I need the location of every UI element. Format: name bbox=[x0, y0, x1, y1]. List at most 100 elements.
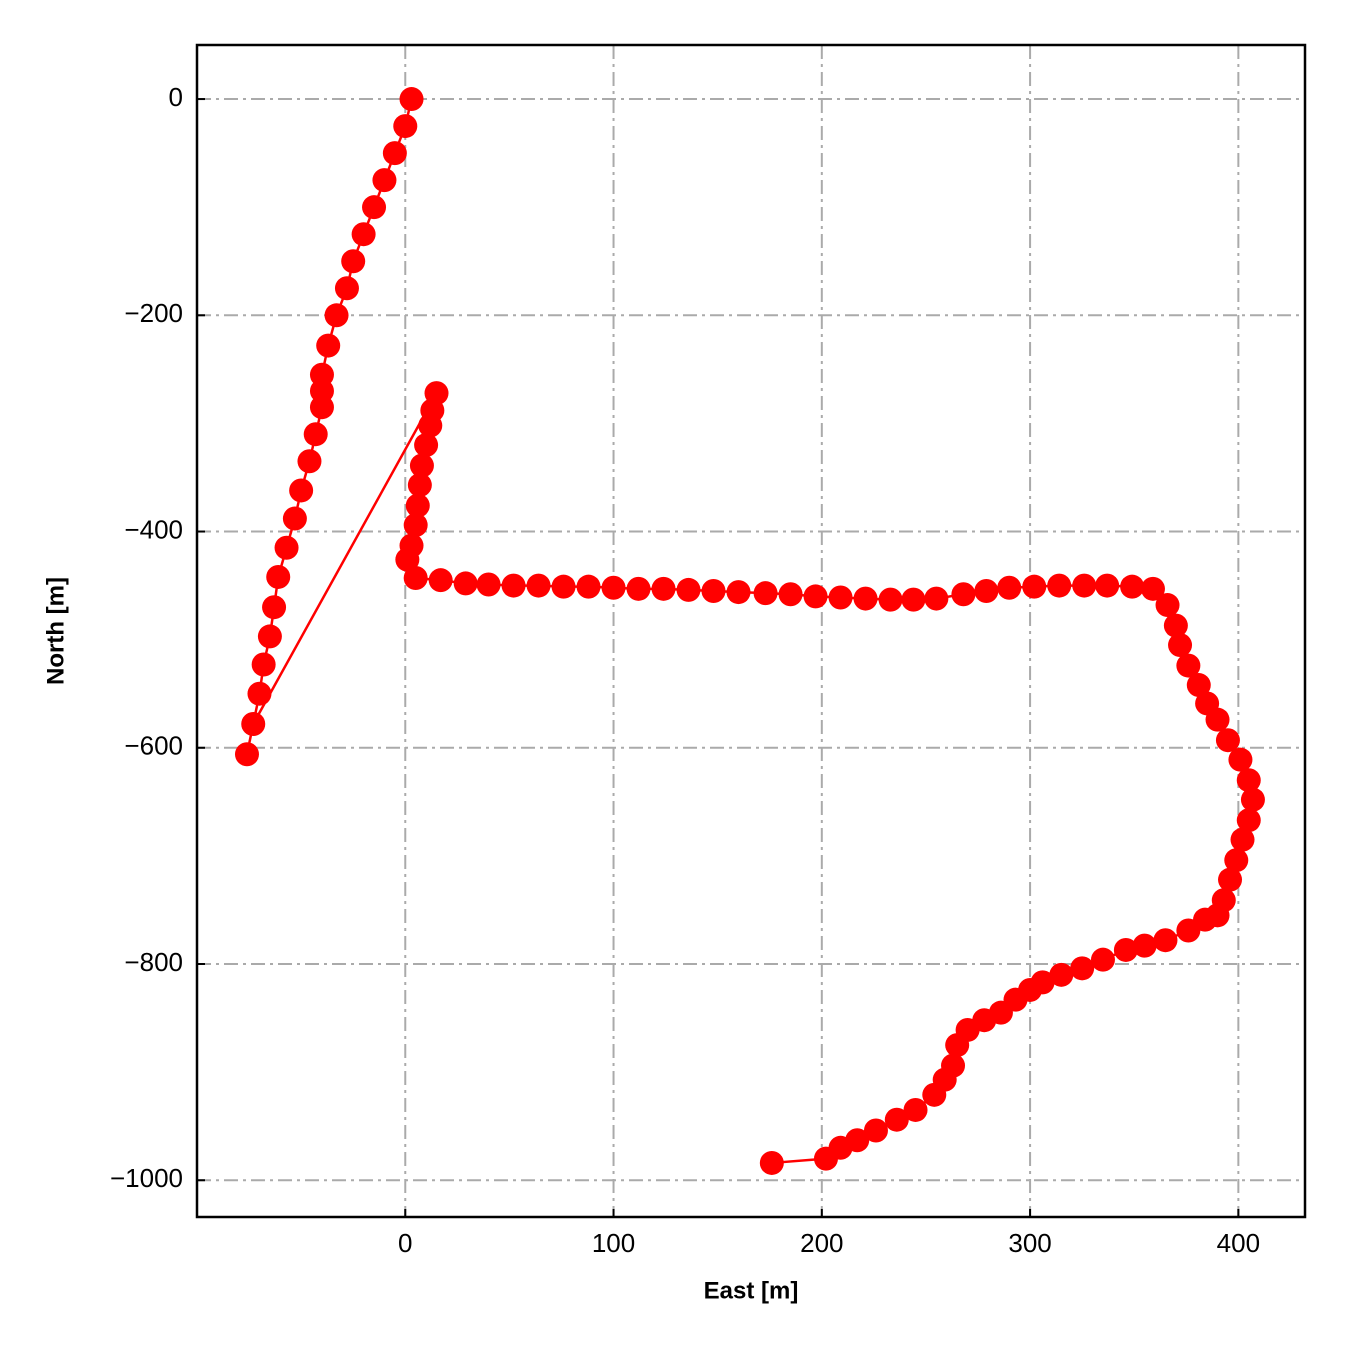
marker bbox=[251, 652, 276, 677]
marker bbox=[476, 572, 501, 597]
marker bbox=[1140, 576, 1165, 601]
marker bbox=[1047, 573, 1072, 598]
marker bbox=[418, 413, 443, 438]
marker bbox=[1218, 867, 1243, 892]
marker bbox=[903, 1097, 928, 1122]
marker bbox=[372, 168, 397, 193]
marker bbox=[1072, 573, 1097, 598]
marker bbox=[1153, 928, 1178, 953]
marker bbox=[974, 578, 999, 603]
marker bbox=[241, 711, 266, 736]
marker bbox=[778, 582, 803, 607]
marker bbox=[676, 577, 701, 602]
marker bbox=[951, 582, 976, 607]
x-tick-label: 0 bbox=[398, 1228, 412, 1258]
marker bbox=[1113, 937, 1138, 962]
marker bbox=[234, 742, 259, 767]
marker bbox=[266, 564, 291, 589]
y-tick-label: 0 bbox=[169, 82, 183, 112]
x-tick-label: 100 bbox=[592, 1228, 635, 1258]
marker bbox=[428, 568, 453, 593]
x-tick-label: 300 bbox=[1008, 1228, 1051, 1258]
marker bbox=[626, 576, 651, 601]
marker bbox=[316, 333, 341, 358]
marker bbox=[407, 473, 432, 498]
marker bbox=[403, 513, 428, 538]
marker bbox=[274, 535, 299, 560]
marker bbox=[1070, 956, 1095, 981]
marker bbox=[863, 1118, 888, 1143]
marker bbox=[901, 587, 926, 612]
marker bbox=[551, 574, 576, 599]
marker bbox=[1236, 768, 1261, 793]
marker bbox=[1176, 653, 1201, 678]
marker bbox=[526, 573, 551, 598]
marker bbox=[997, 575, 1022, 600]
marker bbox=[257, 624, 282, 649]
y-tick-label: −1000 bbox=[110, 1163, 183, 1193]
y-axis-label: North [m] bbox=[42, 577, 69, 685]
marker bbox=[409, 453, 434, 478]
marker bbox=[759, 1150, 784, 1175]
marker bbox=[1090, 947, 1115, 972]
marker bbox=[1224, 848, 1249, 873]
y-tick-label: −400 bbox=[124, 514, 183, 544]
marker bbox=[282, 506, 307, 531]
marker bbox=[884, 1107, 909, 1132]
marker bbox=[1163, 613, 1188, 638]
marker bbox=[1230, 827, 1255, 852]
marker bbox=[651, 576, 676, 601]
marker bbox=[1186, 673, 1211, 698]
marker bbox=[1240, 787, 1265, 812]
marker bbox=[1095, 573, 1120, 598]
marker bbox=[828, 585, 853, 610]
plot-frame bbox=[195, 43, 1307, 1219]
marker bbox=[414, 433, 439, 458]
marker bbox=[247, 681, 272, 706]
marker bbox=[341, 249, 366, 274]
marker bbox=[1228, 747, 1253, 772]
marker bbox=[1205, 707, 1230, 732]
marker bbox=[922, 1082, 947, 1107]
marker bbox=[453, 571, 478, 596]
marker bbox=[395, 547, 420, 572]
marker bbox=[1049, 962, 1074, 987]
marker bbox=[1236, 808, 1261, 833]
marker bbox=[1168, 633, 1193, 658]
marker bbox=[351, 222, 376, 247]
marker bbox=[1120, 574, 1145, 599]
marker bbox=[701, 578, 726, 603]
track-line bbox=[245, 98, 1255, 1165]
marker bbox=[403, 566, 428, 591]
marker bbox=[576, 574, 601, 599]
marker bbox=[324, 303, 349, 328]
marker bbox=[813, 1146, 838, 1171]
marker bbox=[1022, 574, 1047, 599]
y-tick-label: −600 bbox=[124, 731, 183, 761]
marker bbox=[303, 422, 328, 447]
marker bbox=[803, 584, 828, 609]
y-tick-label: −200 bbox=[124, 298, 183, 328]
marker bbox=[362, 195, 387, 220]
marker bbox=[501, 573, 526, 598]
marker bbox=[1176, 918, 1201, 943]
marker bbox=[382, 141, 407, 166]
marker bbox=[924, 586, 949, 611]
marker bbox=[753, 581, 778, 606]
marker bbox=[1215, 728, 1240, 753]
marker bbox=[334, 276, 359, 301]
marker bbox=[399, 87, 424, 112]
marker bbox=[726, 580, 751, 605]
marker bbox=[945, 1033, 970, 1058]
marker bbox=[297, 449, 322, 474]
marker bbox=[405, 493, 430, 518]
marker bbox=[393, 114, 418, 139]
marker bbox=[289, 478, 314, 503]
marker bbox=[1155, 593, 1180, 618]
marker bbox=[262, 595, 287, 620]
x-axis-label: East [m] bbox=[704, 1277, 799, 1304]
marker bbox=[1132, 933, 1157, 958]
marker bbox=[309, 395, 334, 420]
x-tick-label: 200 bbox=[800, 1228, 843, 1258]
